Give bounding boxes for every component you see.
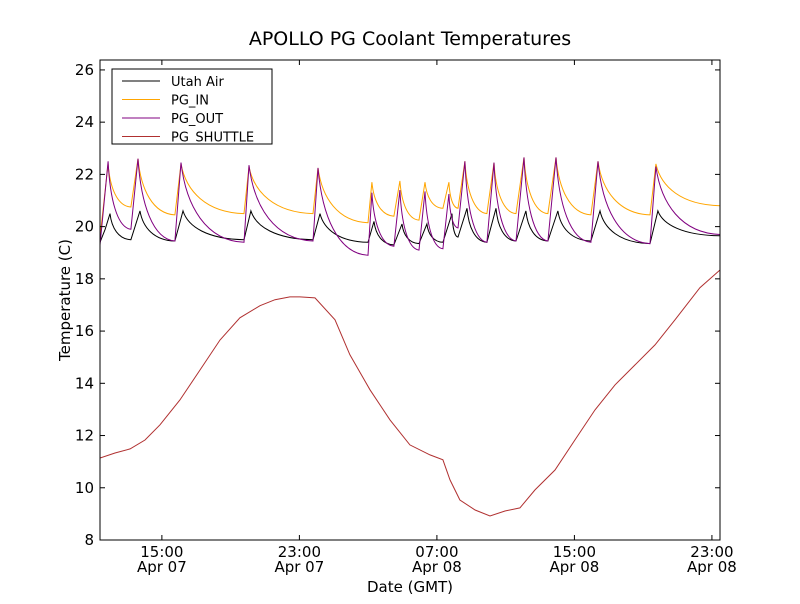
y-tick-label: 10	[75, 479, 94, 497]
y-tick-label: 26	[75, 61, 94, 79]
series-line-pg-out	[100, 157, 720, 256]
x-tick-time: 15:00	[553, 543, 596, 561]
series-line-pg-shuttle	[100, 269, 720, 517]
legend: Utah Air PG_IN PG_OUT PG_SHUTTLE	[111, 68, 273, 146]
x-tick-date: Apr 08	[550, 558, 600, 576]
x-tick-time: 23:00	[690, 543, 733, 561]
y-tick-label: 12	[75, 427, 94, 445]
y-tick-label: 14	[75, 374, 94, 392]
y-tick-label: 16	[75, 322, 94, 340]
series-layer	[100, 157, 720, 517]
legend-label: Utah Air	[171, 75, 224, 90]
x-tick-time: 15:00	[140, 543, 183, 561]
x-tick-date: Apr 08	[412, 558, 462, 576]
legend-label: PG_SHUTTLE	[171, 131, 254, 146]
legend-box	[111, 68, 273, 145]
x-tick-date: Apr 07	[137, 558, 187, 576]
series-line-utah-air	[100, 208, 720, 246]
x-axis-label: Date (GMT)	[367, 578, 453, 596]
chart-title: APOLLO PG Coolant Temperatures	[249, 28, 571, 50]
y-tick-label: 8	[84, 531, 94, 549]
y-tick-label: 22	[75, 165, 94, 183]
plot-frame	[99, 59, 721, 541]
y-tick-label: 24	[75, 113, 94, 131]
y-tick-label: 18	[75, 270, 94, 288]
x-tick-time: 07:00	[415, 543, 458, 561]
y-axis-label: Temperature (C)	[56, 239, 74, 362]
legend-label: PG_OUT	[171, 112, 223, 127]
series-line-pg-in	[100, 157, 720, 238]
y-tick-label: 20	[75, 218, 94, 236]
x-tick-date: Apr 07	[274, 558, 324, 576]
x-tick-time: 23:00	[278, 543, 321, 561]
legend-label: PG_IN	[171, 94, 209, 109]
x-tick-date: Apr 08	[687, 558, 737, 576]
